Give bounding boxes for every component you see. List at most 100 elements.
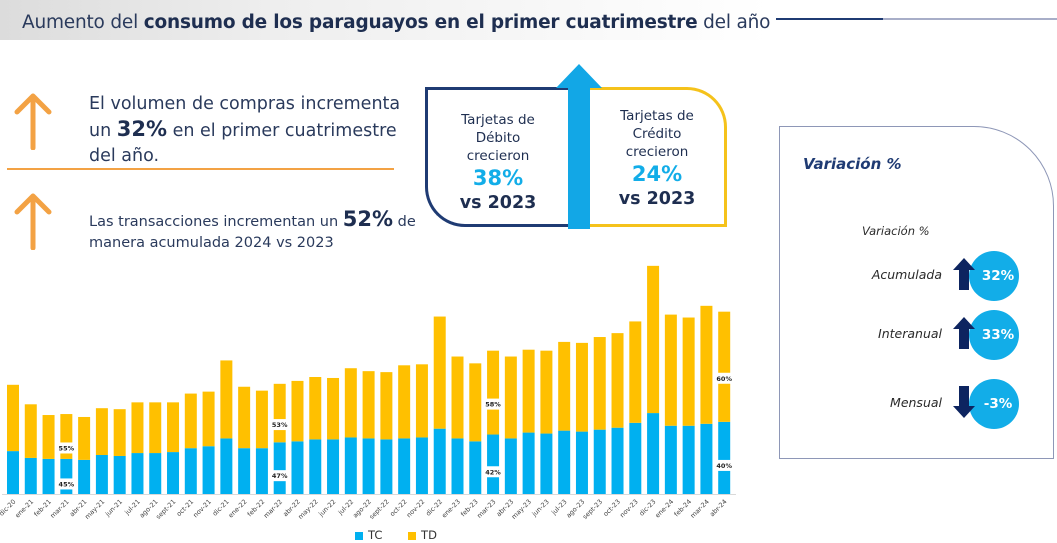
bar-tc-dic-22 [433,428,446,494]
legend-item-td: TD [408,528,437,542]
x-tick-label: may-22 [297,498,320,521]
kpi-volume: El volumen de compras incrementa un 32% … [89,94,401,166]
bar-tc-feb-23 [469,441,482,494]
bar-tc-sept-21 [167,452,180,494]
data-label-td: 55% [59,444,75,452]
bar-td-dic-20 [7,384,19,452]
bar-td-feb-21 [42,415,55,459]
data-label-tc: 42% [485,468,501,476]
x-tick-label: nov-23 [618,498,639,519]
bar-td-abr-23 [504,356,517,439]
arrow-up-icon [14,93,52,150]
bar-td-ene-21 [24,404,37,458]
data-label-bg [59,478,74,490]
data-label-tc: 47% [272,472,288,480]
bar-tc-ene-23 [451,438,464,494]
variation-panel-title: Variación % [803,155,902,173]
x-tick-label: ene-23 [440,498,462,520]
kpi-transactions: Las transacciones incrementan un 52% de … [89,207,416,252]
bar-td-jun-23 [540,350,553,434]
legend-swatch-tc [355,531,363,540]
bar-td-nov-21 [202,391,215,447]
bar-td-ago-21 [149,402,162,454]
x-tick-label: mar-23 [475,498,497,520]
credit-label: crecieron [625,144,689,160]
bar-td-abr-21 [78,416,91,460]
kpi-transactions-value: 52% [342,207,394,231]
x-tick-label: ene-21 [13,498,35,520]
x-tick-label: ene-22 [227,498,249,520]
data-label-bg [717,459,732,471]
bar-tc-feb-24 [682,425,695,494]
credit-pct: 24% [631,162,683,186]
variation-panel: Variación % Variación % Acumulada 32% In… [779,126,1054,459]
title-prefix: Aumento del [22,12,144,33]
legend-item-tc: TC [355,528,382,542]
bar-tc-oct-21 [184,448,197,494]
bar-tc-abr-21 [78,459,91,494]
debit-label: Débito [475,130,521,146]
bar-tc-dic-23 [647,413,660,494]
bar-tc-jun-23 [540,433,553,494]
bar-tc-oct-22 [398,438,411,494]
bar-tc-ago-23 [575,431,588,494]
bar-td-jul-22 [344,368,357,438]
bar-td-jul-21 [131,402,144,454]
x-tick-label: jun-22 [316,498,337,519]
credit-vs: vs 2023 [618,189,696,209]
data-label-bg [272,419,287,431]
bar-td-mar-23 [487,350,500,435]
bar-tc-ene-21 [24,457,37,494]
x-tick-label: sept-23 [581,498,604,521]
variation-row-mensual: Mensual -3% [780,379,1055,429]
bar-td-abr-24 [718,311,731,422]
credit-card-growth: Tarjetas de Crédito crecieron 24% vs 202… [587,87,727,227]
bar-td-may-21 [95,408,108,455]
bar-td-mar-24 [700,305,713,424]
bar-td-ago-23 [575,342,588,432]
x-tick-label: jun-23 [530,498,551,519]
bar-tc-mar-22 [273,442,286,494]
bar-td-ene-23 [451,356,464,439]
title-suffix: del año [697,12,771,33]
bar-td-jun-22 [327,377,340,440]
x-tick-label: ene-24 [654,498,676,520]
bar-tc-abr-23 [504,438,517,494]
x-tick-label: mar-22 [262,498,284,520]
variation-row-interanual: Interanual 33% [780,310,1055,360]
bar-td-may-22 [309,377,322,440]
bar-tc-nov-23 [629,422,642,494]
bar-tc-nov-21 [202,446,215,494]
bar-tc-ago-22 [362,438,375,494]
monthly-stacked-bar-chart: dic-20ene-21feb-21mar-2145%55%abr-21may-… [0,265,736,521]
arrow-down-icon [953,386,975,418]
variation-panel-subtitle: Variación % [862,224,930,238]
legend-swatch-td [408,531,417,540]
variation-label: Acumulada [871,267,942,282]
x-tick-label: mar-21 [49,498,71,520]
title-decor-line [776,18,1057,20]
variation-value: 33% [969,310,1019,360]
arrow-up-icon [953,317,975,349]
bar-tc-ene-24 [664,425,677,494]
arrow-up-icon [953,258,975,290]
page-title: Aumento del consumo de los paraguayos en… [22,12,770,33]
bar-tc-ago-21 [149,453,162,494]
bar-td-sept-21 [167,402,180,453]
bar-td-dic-22 [433,316,446,429]
x-tick-label: sept-22 [368,498,391,521]
bar-td-feb-23 [469,363,482,442]
bar-td-jul-23 [558,341,571,431]
credit-label: Crédito [632,126,682,142]
bar-tc-may-21 [95,455,108,494]
data-label-bg [272,470,287,482]
variation-label: Mensual [890,395,942,410]
data-label-td: 60% [716,375,732,383]
bar-td-jun-21 [113,409,126,456]
bar-tc-sept-22 [380,439,393,494]
bar-tc-may-23 [522,432,535,494]
bar-td-may-23 [522,349,535,433]
data-label-tc: 45% [59,480,75,488]
bar-tc-feb-22 [255,448,268,494]
bar-tc-ene-22 [238,448,251,494]
